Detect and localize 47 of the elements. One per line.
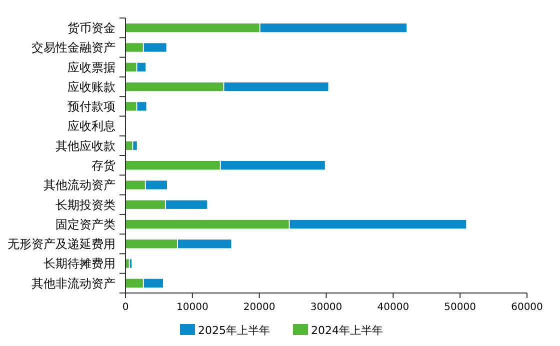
bar <box>126 161 220 170</box>
bar <box>178 240 232 248</box>
y-tick-label: 应收票据 <box>68 60 116 74</box>
bar <box>290 220 466 229</box>
bar <box>144 43 166 52</box>
bar <box>126 82 224 92</box>
bar <box>146 180 167 190</box>
y-tick-label: 存货 <box>92 158 116 173</box>
legend-label: 2025年上半年 <box>198 324 270 337</box>
bar <box>220 161 325 170</box>
bar <box>137 62 146 72</box>
bar <box>126 43 143 52</box>
bar <box>126 102 136 111</box>
y-tick-label: 其他应收款 <box>56 138 116 153</box>
bar <box>126 259 129 268</box>
bar <box>137 102 146 111</box>
y-tick-label: 应收利息 <box>68 119 116 134</box>
bar <box>224 82 328 92</box>
y-tick-label: 预付款项 <box>68 100 116 114</box>
y-tick-label: 长期投资类 <box>56 198 116 212</box>
x-tick-label: 50000 <box>444 302 476 313</box>
y-tick-label: 交易性金融资产 <box>32 40 116 55</box>
x-tick-label: 20000 <box>243 302 276 313</box>
y-tick-label: 固定资产类 <box>56 217 116 232</box>
bar <box>133 141 137 150</box>
y-tick-label: 其他流动资产 <box>44 178 116 192</box>
bar <box>260 24 407 32</box>
y-tick-label: 长期待摊费用 <box>44 256 116 271</box>
bar <box>126 24 260 32</box>
legend-label: 2024年上半年 <box>311 324 383 337</box>
bar <box>126 240 178 248</box>
bar <box>126 278 143 288</box>
bar <box>126 180 145 190</box>
bar <box>144 278 163 288</box>
bar <box>126 62 136 72</box>
bar <box>166 200 208 209</box>
x-tick-label: 0 <box>122 302 129 313</box>
x-tick-label: 40000 <box>377 302 410 313</box>
y-tick-label: 应收账款 <box>68 80 116 94</box>
bar <box>126 200 165 209</box>
y-tick-label: 无形资产及递延费用 <box>8 237 116 252</box>
x-tick-label: 10000 <box>176 302 208 313</box>
y-tick-label: 货币资金 <box>68 21 116 36</box>
bar <box>126 220 289 229</box>
y-tick-label: 其他非流动资产 <box>32 276 116 290</box>
x-tick-label: 30000 <box>310 302 342 313</box>
x-tick-label: 60000 <box>511 302 543 313</box>
